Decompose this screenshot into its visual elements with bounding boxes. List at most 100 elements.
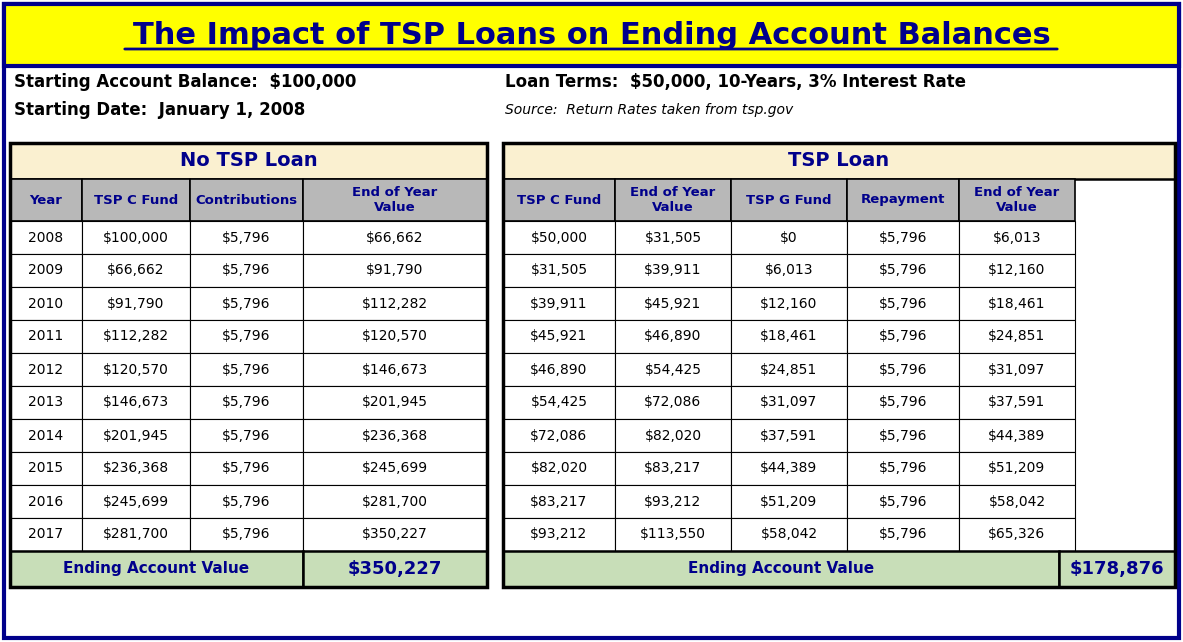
Bar <box>731 320 847 353</box>
Bar <box>847 320 959 353</box>
Bar <box>847 179 959 221</box>
Text: $5,796: $5,796 <box>222 363 271 376</box>
Text: $82,020: $82,020 <box>645 428 702 442</box>
Text: $39,911: $39,911 <box>530 297 588 311</box>
Bar <box>190 320 303 353</box>
Text: $31,505: $31,505 <box>530 263 588 277</box>
Bar <box>847 518 959 551</box>
Text: 2014: 2014 <box>28 428 64 442</box>
Text: $201,945: $201,945 <box>103 428 169 442</box>
Text: $31,097: $31,097 <box>761 395 817 410</box>
Bar <box>9 287 82 320</box>
Bar <box>847 254 959 287</box>
Bar <box>847 221 959 254</box>
Bar <box>82 221 190 254</box>
Text: $6,013: $6,013 <box>993 230 1041 245</box>
Text: $12,160: $12,160 <box>761 297 817 311</box>
Text: $5,796: $5,796 <box>879 329 927 343</box>
Text: $54,425: $54,425 <box>645 363 702 376</box>
Text: $5,796: $5,796 <box>879 528 927 541</box>
Text: Starting Date:  January 1, 2008: Starting Date: January 1, 2008 <box>14 101 305 119</box>
Bar <box>4 4 1179 66</box>
Bar <box>847 419 959 452</box>
Text: $51,209: $51,209 <box>761 494 817 508</box>
Text: $12,160: $12,160 <box>988 263 1046 277</box>
Text: $281,700: $281,700 <box>103 528 169 541</box>
Bar <box>503 551 1059 587</box>
Bar <box>9 353 82 386</box>
Bar <box>82 179 190 221</box>
Text: $54,425: $54,425 <box>530 395 588 410</box>
Text: 2008: 2008 <box>28 230 64 245</box>
Bar <box>615 386 731 419</box>
Bar <box>82 254 190 287</box>
Bar <box>303 221 487 254</box>
Bar <box>82 353 190 386</box>
Text: $5,796: $5,796 <box>222 528 271 541</box>
Bar <box>82 518 190 551</box>
Bar <box>503 386 615 419</box>
Bar <box>503 419 615 452</box>
Bar <box>9 518 82 551</box>
Bar <box>959 320 1075 353</box>
Text: $113,550: $113,550 <box>640 528 706 541</box>
Bar <box>731 179 847 221</box>
Text: $245,699: $245,699 <box>103 494 169 508</box>
Bar <box>1059 551 1175 587</box>
Text: $178,876: $178,876 <box>1069 560 1164 578</box>
Text: $24,851: $24,851 <box>761 363 817 376</box>
Bar <box>303 287 487 320</box>
Bar <box>9 320 82 353</box>
Text: $18,461: $18,461 <box>988 297 1046 311</box>
Bar <box>82 320 190 353</box>
Text: $5,796: $5,796 <box>222 329 271 343</box>
Text: Year: Year <box>30 193 63 207</box>
Text: TSP G Fund: TSP G Fund <box>746 193 832 207</box>
Bar <box>959 221 1075 254</box>
Bar <box>82 419 190 452</box>
Bar <box>959 485 1075 518</box>
Text: $72,086: $72,086 <box>530 428 588 442</box>
Bar <box>303 254 487 287</box>
Text: TSP C Fund: TSP C Fund <box>93 193 179 207</box>
Text: $46,890: $46,890 <box>645 329 702 343</box>
Text: $236,368: $236,368 <box>362 428 428 442</box>
Text: $281,700: $281,700 <box>362 494 428 508</box>
Bar <box>82 287 190 320</box>
Bar <box>9 386 82 419</box>
Bar <box>959 386 1075 419</box>
Text: $66,662: $66,662 <box>108 263 164 277</box>
Bar <box>615 320 731 353</box>
Bar <box>503 320 615 353</box>
Bar <box>503 143 1175 587</box>
Text: $5,796: $5,796 <box>222 462 271 476</box>
Bar <box>959 179 1075 221</box>
Bar <box>731 287 847 320</box>
Text: 2011: 2011 <box>28 329 64 343</box>
Text: $91,790: $91,790 <box>367 263 424 277</box>
Bar <box>190 452 303 485</box>
Text: $72,086: $72,086 <box>645 395 702 410</box>
Text: $146,673: $146,673 <box>362 363 428 376</box>
Text: $31,097: $31,097 <box>988 363 1046 376</box>
Text: $37,591: $37,591 <box>988 395 1046 410</box>
Text: End of Year
Value: End of Year Value <box>353 186 438 214</box>
Bar <box>959 254 1075 287</box>
Bar <box>303 179 487 221</box>
Bar <box>503 143 1175 179</box>
Text: $44,389: $44,389 <box>988 428 1046 442</box>
Text: TSP Loan: TSP Loan <box>788 152 890 171</box>
Text: $5,796: $5,796 <box>879 462 927 476</box>
Text: $5,796: $5,796 <box>222 263 271 277</box>
Bar <box>9 419 82 452</box>
Text: $24,851: $24,851 <box>988 329 1046 343</box>
Bar <box>959 452 1075 485</box>
Bar <box>503 353 615 386</box>
Text: $37,591: $37,591 <box>761 428 817 442</box>
Bar <box>615 353 731 386</box>
Text: $5,796: $5,796 <box>222 230 271 245</box>
Bar <box>82 452 190 485</box>
Text: 2009: 2009 <box>28 263 64 277</box>
Text: $201,945: $201,945 <box>362 395 428 410</box>
Text: $5,796: $5,796 <box>879 395 927 410</box>
